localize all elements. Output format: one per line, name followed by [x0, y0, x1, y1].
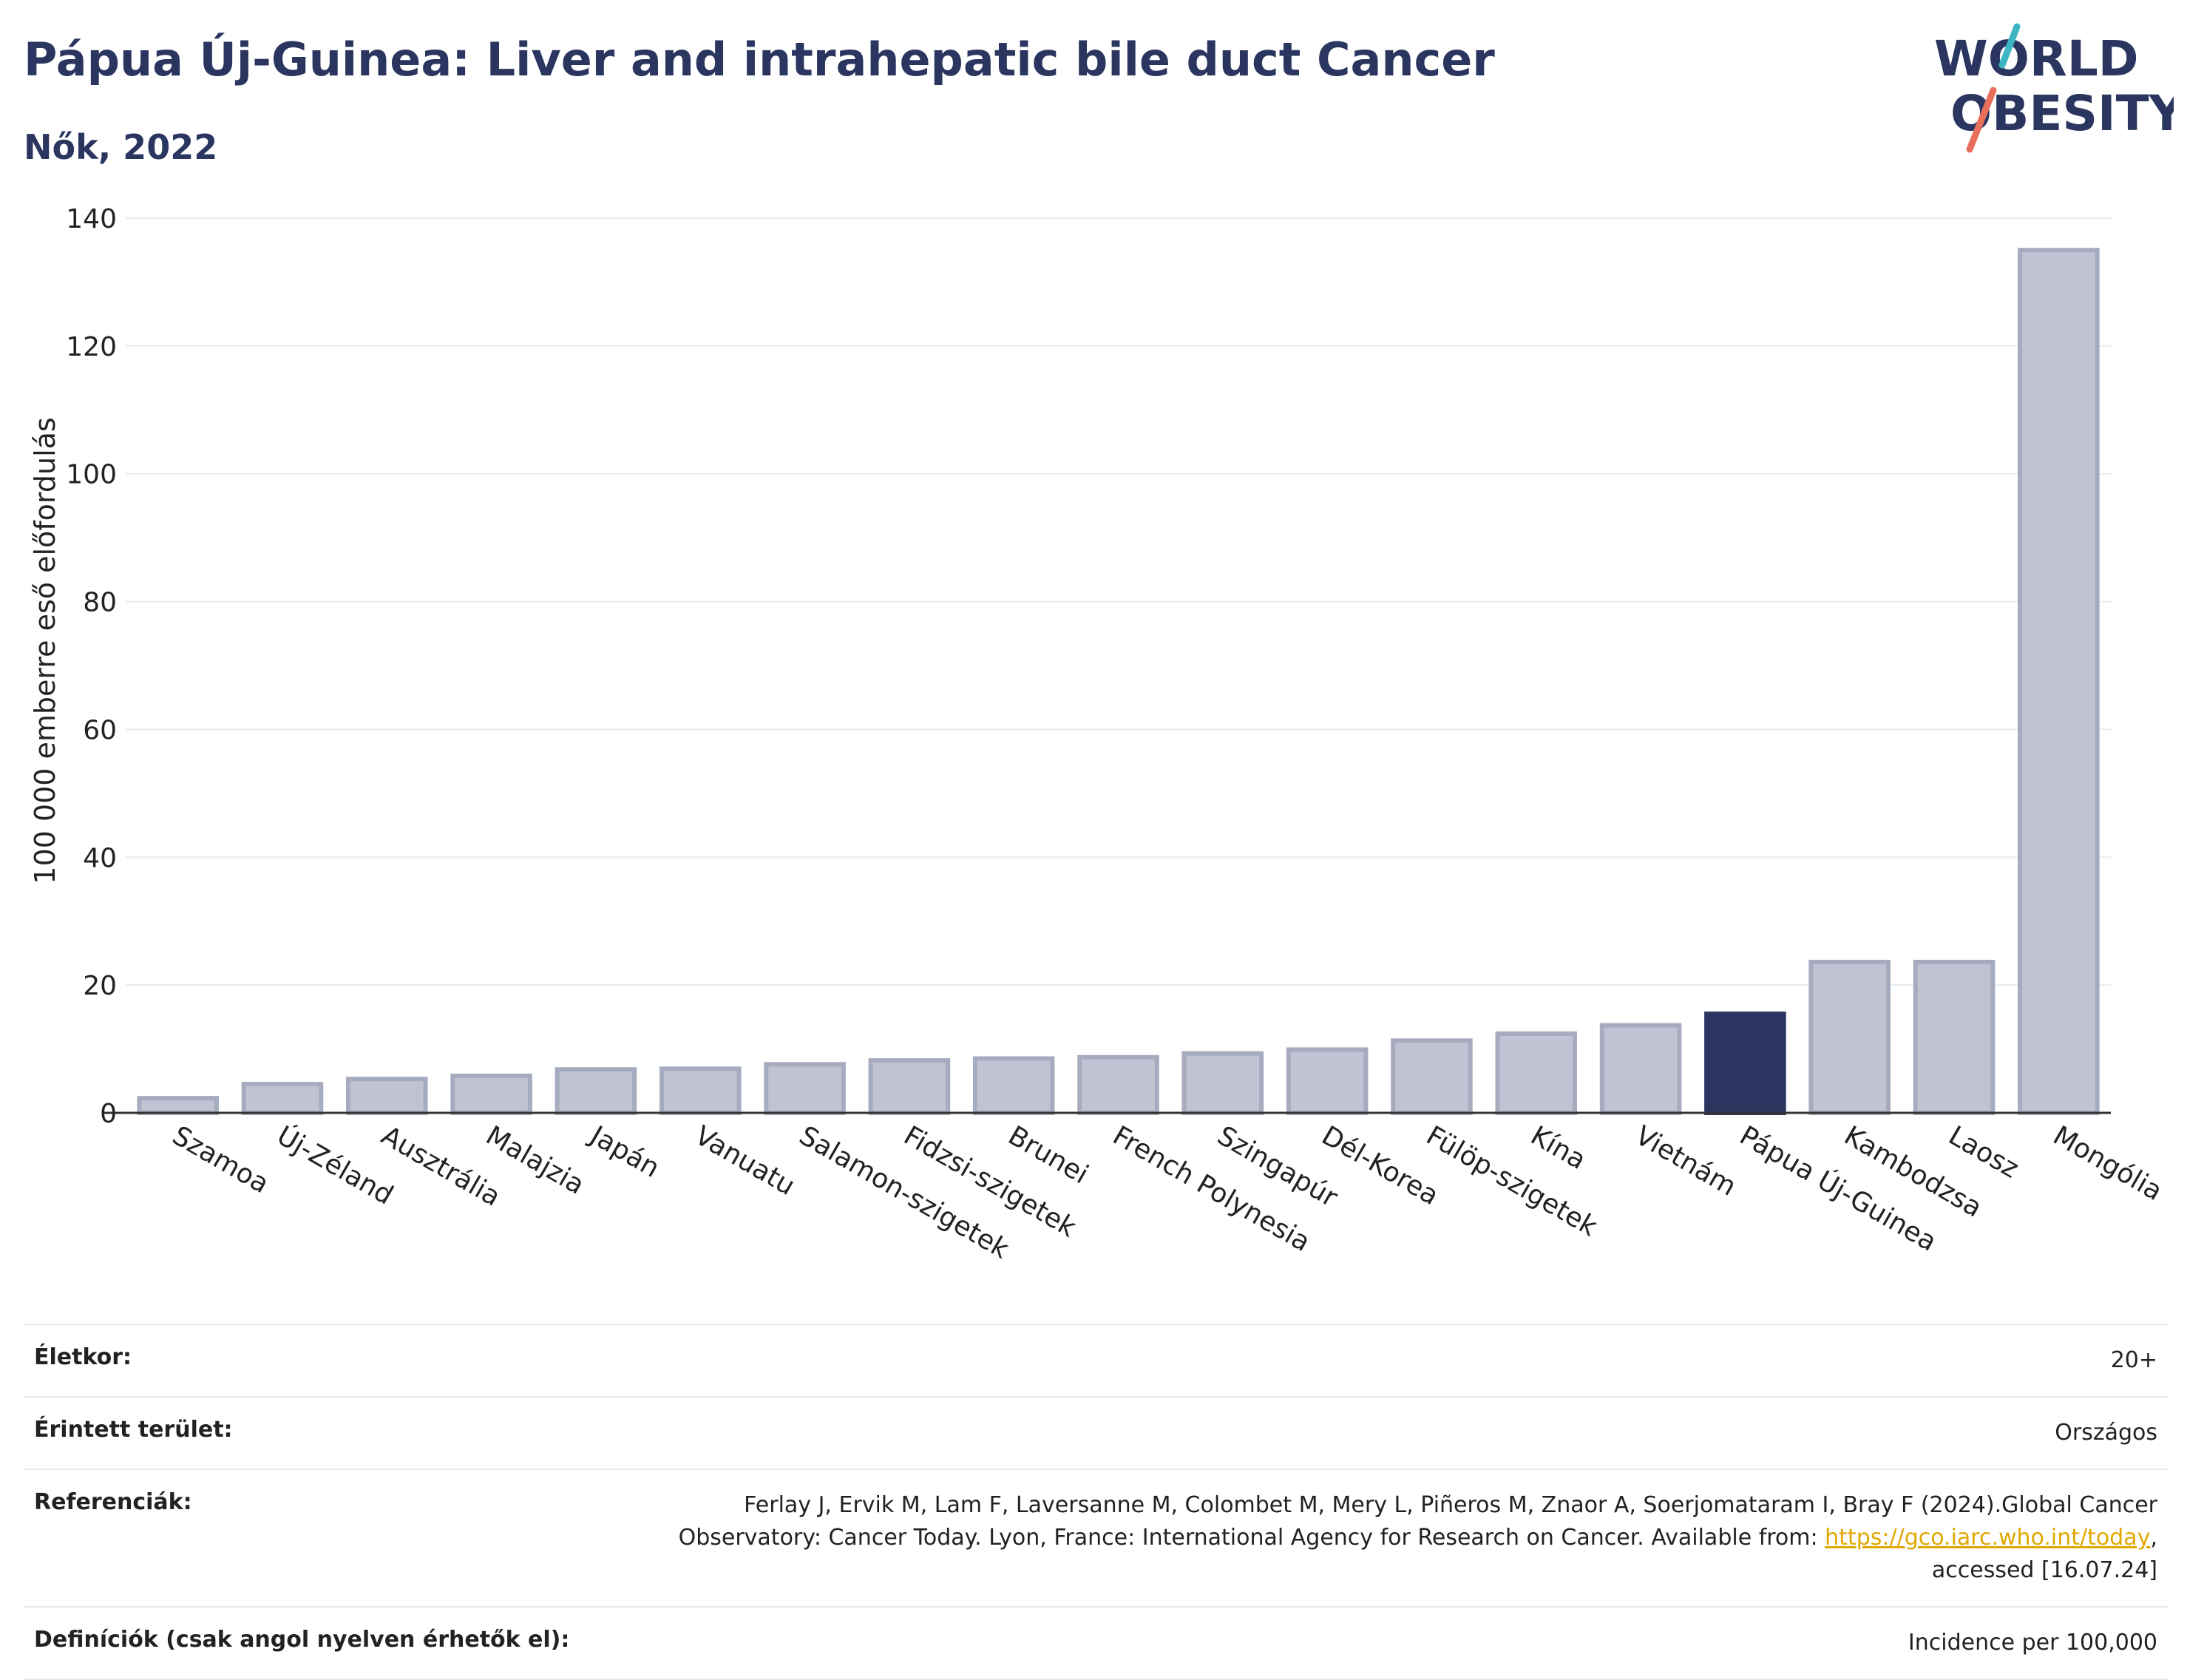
references-link[interactable]: https://gco.iarc.who.int/today [1825, 1525, 2151, 1551]
logo-line1: WORLD [1934, 30, 2139, 87]
definitions-label: Definíciók (csak angol nyelven érhetők e… [34, 1627, 570, 1653]
y-tick-label: 20 [83, 971, 117, 1001]
x-tick-label: Fülöp-szigetek [1421, 1120, 1602, 1242]
logo-slash-coral [1966, 87, 1997, 153]
info-row-age: Életkor: 20+ [24, 1324, 2168, 1396]
info-table: Életkor: 20+ Érintett terület: Országos … [24, 1324, 2168, 1680]
references-text-4: accessed [16.07.24] [1931, 1557, 2157, 1583]
area-value: Országos [2055, 1420, 2157, 1446]
bar [241, 1082, 324, 1116]
bars [137, 248, 2100, 1116]
y-tick-label: 100 [66, 460, 117, 490]
definitions-value: Incidence per 100,000 [1908, 1630, 2157, 1656]
y-tick-label: 120 [66, 332, 117, 362]
bar [1495, 1031, 1578, 1116]
x-tick-label: French Polynesia [1108, 1120, 1315, 1258]
x-tick-label: Szamoa [167, 1120, 274, 1199]
grid-lines [126, 217, 2111, 986]
logo-line2: OBESITY [1950, 85, 2174, 142]
bar-chart: 0 20 40 60 80 100 120 140 SzamoaÚj-ZélandAusztr… [29, 204, 2167, 1265]
x-tick-label: Vietnám [1630, 1120, 1741, 1202]
y-axis-label: 100 000 emberre eső előfordulás [29, 417, 61, 884]
bar [450, 1073, 532, 1116]
y-tick-label: 140 [66, 204, 117, 234]
x-tick-label: Pápua Új-Guinea [1735, 1120, 1942, 1257]
bar [659, 1066, 742, 1115]
age-label: Életkor: [34, 1344, 132, 1370]
bar [1599, 1023, 1682, 1116]
bar [1391, 1038, 1473, 1115]
bar [137, 1096, 219, 1116]
references-value: Ferlay J, Ervik M, Lam F, Laversanne M, … [679, 1489, 2157, 1587]
y-tick-label: 80 [83, 588, 117, 618]
bar [1913, 960, 1996, 1115]
chart-subtitle: Nők, 2022 [24, 127, 218, 167]
info-row-area: Érintett terület: Országos [24, 1396, 2168, 1469]
y-tick-label: 0 [100, 1099, 117, 1129]
age-value: 20+ [2110, 1347, 2157, 1373]
bar [972, 1056, 1055, 1116]
info-row-references: Referenciák: Ferlay J, Ervik M, Lam F, L… [24, 1469, 2168, 1606]
x-tick-label: Vanuatu [690, 1120, 800, 1202]
references-label: Referenciák: [34, 1489, 192, 1515]
references-text-3: , [2150, 1525, 2157, 1551]
y-tick-labels: 0 20 40 60 80 100 120 140 [66, 204, 117, 1129]
x-tick-label: Új-Zéland [271, 1120, 399, 1210]
bar [1077, 1054, 1159, 1115]
x-tick-label: Kína [1525, 1120, 1590, 1176]
bar [1286, 1047, 1369, 1115]
x-tick-label: Laosz [1944, 1120, 2024, 1184]
world-obesity-logo: WORLD OBESITY [1934, 23, 2174, 153]
bar [764, 1062, 846, 1116]
info-row-definitions: Definíciók (csak angol nyelven érhetők e… [24, 1606, 2168, 1680]
y-tick-label: 60 [83, 715, 117, 745]
x-tick-label: Japán [584, 1120, 665, 1184]
bar [555, 1067, 637, 1115]
references-text-1: Ferlay J, Ervik M, Lam F, Laversanne M, … [744, 1492, 2157, 1518]
x-tick-label: Ausztrália [376, 1120, 506, 1213]
y-tick-label: 40 [83, 843, 117, 873]
references-text-2: Observatory: Cancer Today. Lyon, France:… [678, 1525, 1825, 1551]
bar-highlight [1704, 1012, 1786, 1116]
area-label: Érintett terület: [34, 1417, 233, 1443]
bar [346, 1077, 428, 1116]
chart-title: Pápua Új-Guinea: Liver and intrahepatic … [24, 33, 1495, 87]
bar [1181, 1051, 1264, 1116]
bar [2018, 248, 2100, 1116]
logo-slash-teal [1998, 23, 2021, 69]
x-tick-label: Mongólia [2048, 1120, 2168, 1207]
bar [1808, 960, 1891, 1115]
bar [868, 1058, 951, 1115]
